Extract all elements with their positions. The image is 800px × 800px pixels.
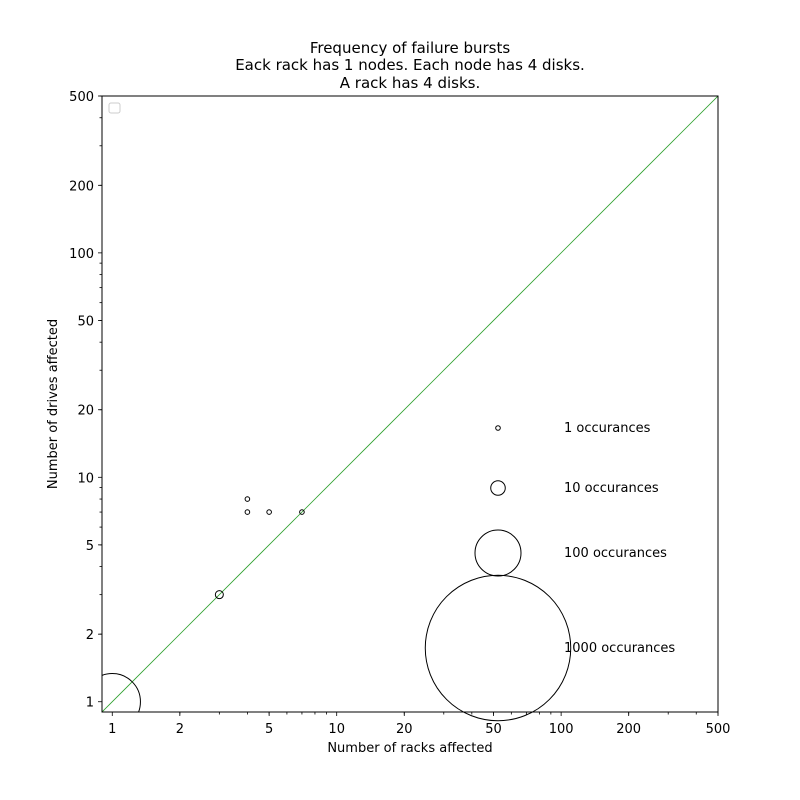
y-axis-label: Number of drives affected [46,319,61,489]
data-point-5 [299,509,305,515]
x-tick-label-6: 100 [549,722,574,737]
size-legend-circle-2 [474,529,522,577]
x-tick-label-1: 2 [176,722,184,737]
data-point-2 [244,496,251,502]
x-tick-label-3: 10 [328,722,345,737]
plot-frame [101,95,719,713]
x-tick-label-7: 200 [616,722,641,737]
y-tick-label-4: 20 [77,404,94,419]
y-tick-label-6: 100 [69,247,94,262]
x-tick-label-4: 20 [396,722,413,737]
x-tick-label-5: 50 [485,722,502,737]
size-legend-circle-3 [424,574,572,722]
x-tick-label-2: 5 [265,722,273,737]
y-tick-label-7: 200 [69,179,94,194]
chart-subtitle-line-2: A rack has 4 disks. [340,74,480,92]
chart-title: Frequency of failure bursts [310,39,511,57]
y-tick-label-5: 50 [77,314,94,329]
data-point-0 [102,673,141,712]
legend-box [108,102,121,114]
size-legend-label-2: 100 occurances [564,546,667,561]
chart-subtitle-line-1: Eack rack has 1 nodes. Each node has 4 d… [235,56,585,74]
size-legend-circle-0 [495,425,501,431]
y-tick-label-3: 10 [77,471,94,486]
data-point-4 [266,509,272,515]
size-legend-label-1: 10 occurances [564,481,659,496]
y-tick-label-0: 1 [86,696,94,711]
y-tick-label-2: 5 [86,539,94,554]
x-tick-label-8: 500 [706,722,731,737]
axes: 1 2 5 10 20 50 100 200 500 1 2 5 10 20 50 100 200 500 [69,90,730,737]
size-legend-label-0: 1 occurances [564,421,651,436]
size-legend-circle-1 [490,480,506,496]
data-point-3 [244,509,251,515]
data-point-1 [214,590,224,600]
size-legend-label-3: 1000 occurances [564,641,675,656]
y-tick-label-8: 500 [69,90,94,105]
size-legend: 1 occurances 10 occurances 100 occurances 1… [424,421,675,722]
y-tick-label-1: 2 [86,628,94,643]
plot-area [102,96,718,712]
x-axis-label: Number of racks affected [327,741,492,756]
reference-line-diagonal [102,96,718,712]
x-tick-label-0: 1 [108,722,116,737]
